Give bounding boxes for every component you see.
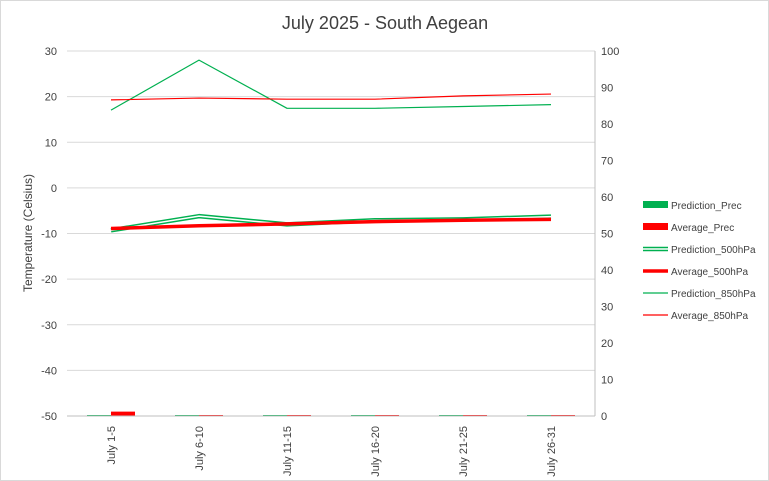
y-tick-label: 20 [45,92,57,104]
legend-prediction-850hpa-label: Prediction_850hPa [671,289,756,300]
x-tick-label: July 11-15 [282,426,294,476]
series-line-average-850hpa [110,93,552,101]
x-tick-label: July 1-5 [106,426,118,465]
y2-tick-label: 70 [601,156,613,168]
y-axis-title: Temperature (Celsius) [21,174,35,292]
y2-tick-label: 100 [601,46,619,58]
chart-title: July 2025 - South Aegean [282,13,488,33]
y-tick-label: 10 [45,137,57,149]
legend-average-500hpa-label: Average_500hPa [671,267,749,278]
y2-tick-label: 0 [601,411,607,423]
y2-tick-label: 80 [601,119,613,131]
y-tick-label: -10 [41,229,57,241]
legend: Prediction_Prec Average_Prec Prediction_50… [643,201,756,322]
series-lines [110,59,552,233]
x-tick-label: July 16-20 [370,426,382,477]
y2-tick-label: 30 [601,302,613,314]
x-tick-label: July 26-31 [546,426,558,477]
gridlines [67,50,595,371]
y-tick-label: -30 [41,320,57,332]
y2-tick-label: 10 [601,375,613,387]
legend-prediction-500hpa-label: Prediction_500hPa [671,245,756,256]
y2-tick-label: 40 [601,265,613,277]
y2-tick-label: 50 [601,229,613,241]
y-tick-label: -40 [41,365,57,377]
x-tick-label: July 21-25 [458,426,470,477]
series-line-average-500hpa [110,217,552,231]
axes: 3020100-10-20-30-40-50100908070605040302… [41,46,619,477]
bars [87,411,575,416]
y2-tick-label: 60 [601,192,613,204]
legend-average-prec-swatch [643,223,668,230]
y-tick-label: -50 [41,411,57,423]
series-line-prediction-850hpa [110,59,552,111]
y2-tick-label: 20 [601,338,613,350]
legend-average-prec-label: Average_Prec [671,223,734,234]
y2-tick-label: 90 [601,83,613,95]
legend-average-850hpa-label: Average_850hPa [671,311,749,322]
y-tick-label: -20 [41,274,57,286]
y-tick-label: 30 [45,46,57,58]
x-tick-label: July 6-10 [194,426,206,471]
legend-prediction-prec-label: Prediction_Prec [671,201,742,212]
bar-average-prec [111,411,135,416]
y-tick-label: 0 [51,183,57,195]
legend-prediction-prec-swatch [643,201,668,208]
